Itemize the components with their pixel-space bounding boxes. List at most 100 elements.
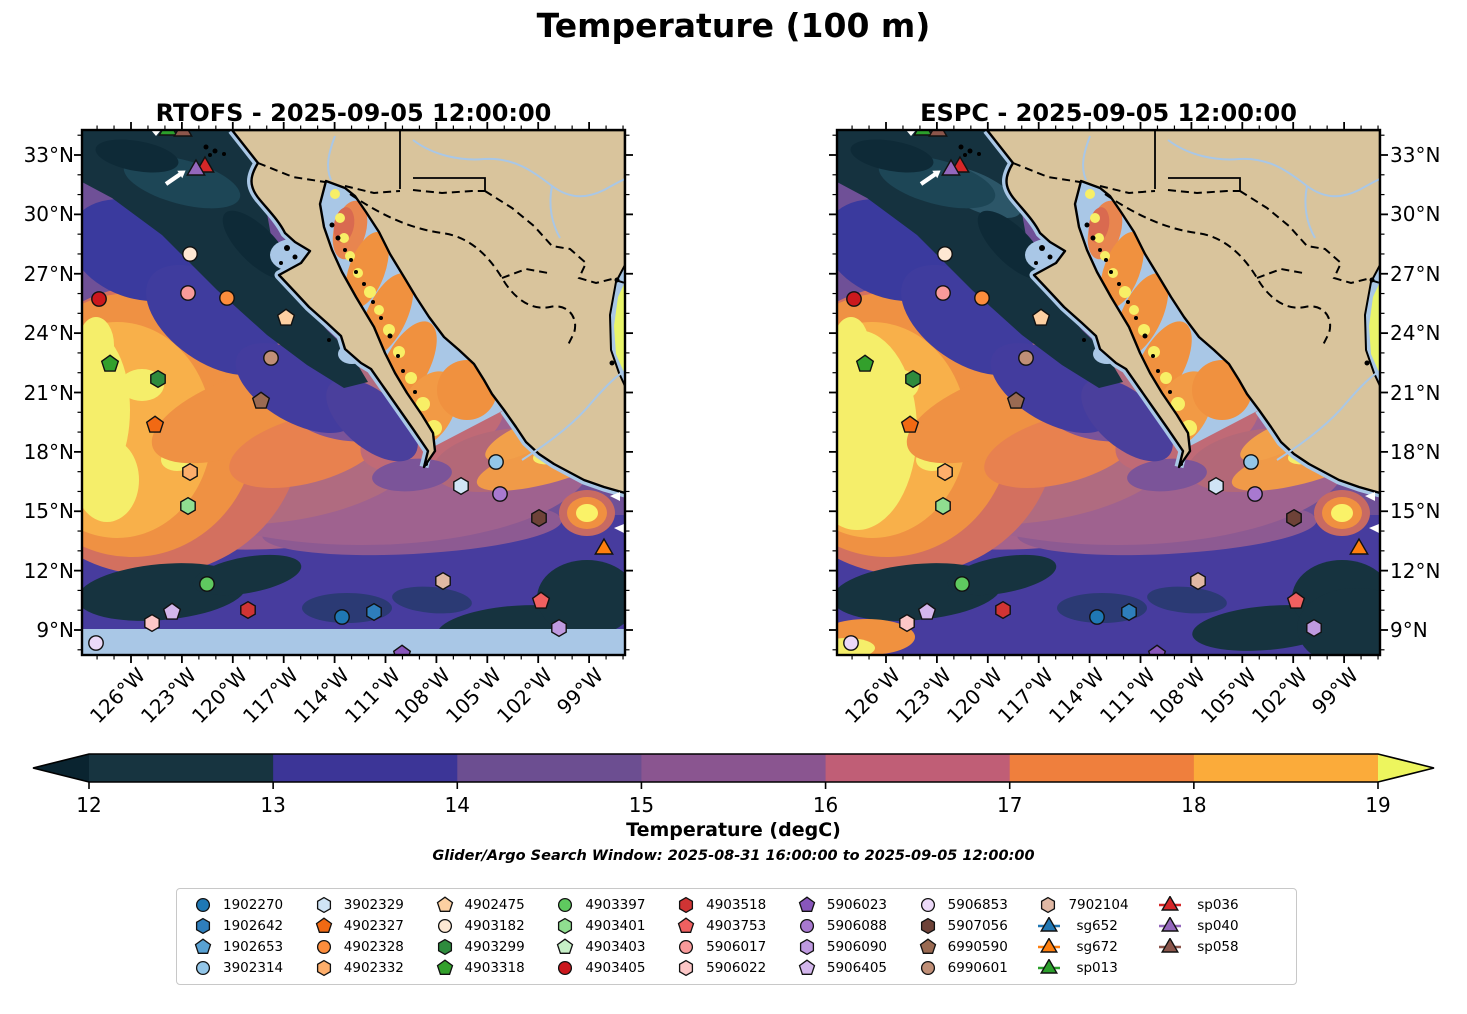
marker-sg672 — [1349, 537, 1369, 555]
panel-title-espc: ESPC - 2025-09-05 12:00:00 — [920, 99, 1297, 127]
marker-4903753 — [1286, 591, 1306, 609]
marker-5906090 — [1306, 618, 1322, 638]
marker-5906017 — [180, 285, 196, 301]
legend-label: 4903397 — [585, 896, 646, 913]
legend-label: 7902104 — [1068, 896, 1129, 913]
legend-marker-icon — [799, 918, 814, 933]
glider-heading-arrows — [906, 130, 1379, 533]
marker-4902328 — [974, 290, 990, 306]
legend-marker-icon — [194, 938, 212, 955]
legend-marker-icon — [558, 897, 573, 912]
legend-marker-icon — [679, 940, 694, 955]
legend-label: 6990601 — [947, 960, 1008, 977]
marker-4903518 — [995, 600, 1011, 620]
marker-sp013 — [158, 130, 178, 136]
marker-5906853 — [88, 635, 104, 651]
legend-item-4903403: 4903403 — [555, 938, 676, 956]
lat-tick-label: 21°N — [1390, 380, 1441, 405]
marker-5906405 — [917, 602, 937, 620]
legend-marker-icon — [1041, 896, 1056, 913]
legend-marker-icon — [195, 961, 211, 976]
legend-marker-icon — [679, 960, 694, 977]
legend-label: 5906853 — [947, 896, 1008, 913]
marker-4903401 — [935, 496, 951, 516]
temperature-field-rtofs — [82, 130, 625, 655]
lat-tick-label: 21°N — [23, 380, 74, 405]
lat-tick-label: 9°N — [1390, 618, 1428, 642]
legend-label: sg672 — [1076, 939, 1118, 956]
legend-item-6990590: 6990590 — [918, 938, 1039, 956]
legend-item-4903405: 4903405 — [555, 959, 676, 977]
legend-box: 1902270 1902642 1902653 3902314 3902329 49023… — [176, 888, 1297, 985]
legend-item-4902327: 4902327 — [314, 917, 435, 935]
marker-4903182 — [182, 246, 198, 262]
legend-item-sg672: sg672 — [1038, 938, 1159, 956]
legend-item-4902328: 4902328 — [314, 938, 435, 956]
legend-marker-icon — [677, 917, 695, 933]
legend-label: 4902328 — [343, 939, 404, 956]
marker-4903299 — [905, 369, 921, 389]
legend-marker-icon — [1159, 916, 1182, 932]
legend-item-4903401: 4903401 — [555, 917, 676, 935]
legend-marker-icon — [920, 897, 935, 912]
marker-5906022 — [899, 613, 915, 633]
legend-item-sg652: sg652 — [1038, 916, 1159, 935]
legend-label: sp040 — [1197, 917, 1239, 934]
marker-sp040 — [186, 158, 206, 176]
legend-item-3902329: 3902329 — [314, 896, 435, 914]
legend-label: 3902329 — [343, 896, 404, 913]
legend-marker-icon — [436, 896, 453, 912]
legend-item-4903182: 4903182 — [435, 917, 556, 935]
legend-marker-icon — [1159, 938, 1182, 953]
legend-label: 4903401 — [585, 917, 646, 934]
marker-sp058 — [173, 130, 193, 137]
legend-label: 4903518 — [706, 896, 767, 913]
legend-marker-icon — [1038, 938, 1061, 953]
legend-item-5906090: 5906090 — [797, 938, 918, 956]
lat-tick-label: 27°N — [23, 261, 74, 286]
colorbar-tick: 14 — [444, 793, 470, 817]
marker-3902314 — [488, 454, 504, 470]
legend-marker-icon — [1038, 916, 1061, 932]
marker-5906023 — [1147, 644, 1167, 655]
lat-tick-label: 33°N — [1390, 143, 1441, 167]
legend-marker-icon — [315, 917, 333, 933]
legend-item-5906405: 5906405 — [797, 959, 918, 977]
legend-marker-icon — [195, 897, 211, 912]
legend-marker-icon — [919, 938, 936, 955]
marker-4902332 — [937, 462, 953, 482]
legend-label: 5907056 — [947, 917, 1008, 934]
legend-item-4902332: 4902332 — [314, 959, 435, 977]
marker-6990601 — [1018, 350, 1034, 366]
legend-item-6990601: 6990601 — [918, 959, 1039, 977]
marker-6990590 — [1006, 391, 1026, 409]
legend-marker-icon — [436, 959, 453, 976]
marker-1902270 — [334, 609, 350, 625]
marker-5906088 — [492, 486, 508, 502]
legend-item-7902104: 7902104 — [1038, 896, 1159, 914]
legend-item-5906853: 5906853 — [918, 896, 1039, 914]
legend-item-sp036: sp036 — [1159, 895, 1280, 914]
marker-5906088 — [1247, 486, 1263, 502]
legend-label: 1902270 — [223, 896, 284, 913]
lat-tick-label: 9°N — [36, 618, 74, 642]
temperature-field-espc — [837, 130, 1380, 655]
legend-marker-icon — [558, 961, 573, 976]
legend-marker-icon — [558, 917, 573, 935]
colorbar-tick: 12 — [76, 793, 102, 817]
marker-4903318 — [100, 354, 120, 372]
legend-label: 5906017 — [706, 939, 767, 956]
legend-item-1902270: 1902270 — [193, 896, 314, 914]
legend-marker-icon — [437, 938, 452, 956]
legend-item-5906022: 5906022 — [676, 959, 797, 977]
legend-item-5907056: 5907056 — [918, 917, 1039, 935]
legend-label: 4902332 — [343, 960, 404, 977]
marker-5906853 — [843, 635, 859, 651]
lat-tick-label: 33°N — [23, 143, 74, 167]
legend-marker-icon — [1038, 959, 1061, 975]
legend-item-4903318: 4903318 — [435, 959, 556, 977]
marker-5907056 — [1286, 508, 1302, 528]
marker-sg672 — [594, 537, 614, 555]
legend-label: 4902475 — [464, 896, 525, 913]
